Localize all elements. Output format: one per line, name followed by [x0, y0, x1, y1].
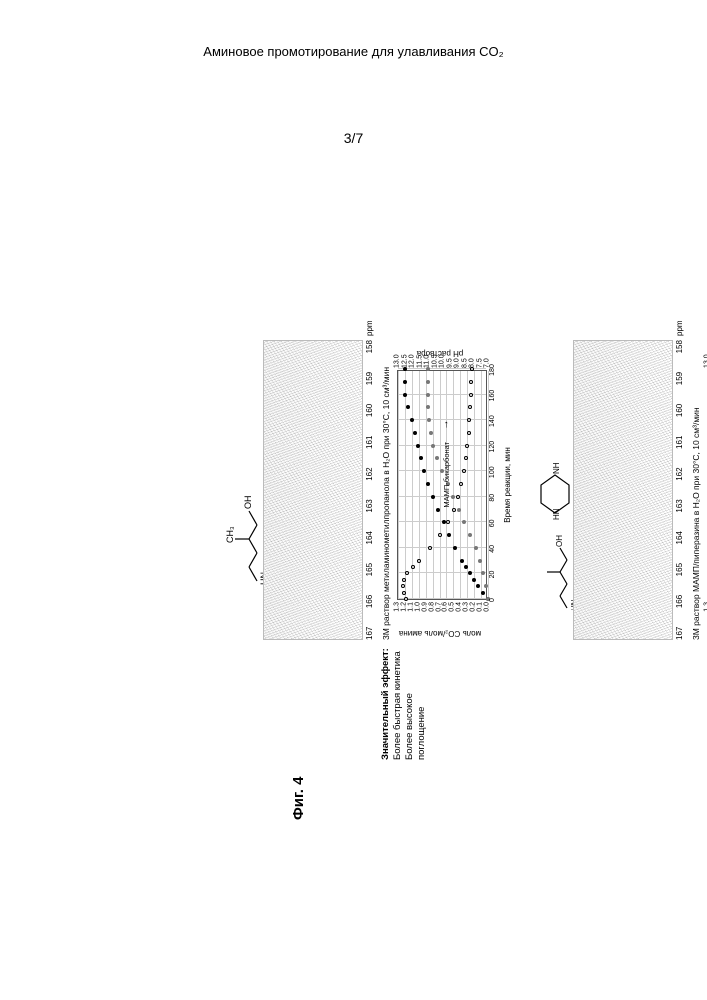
svg-text:HN: HN	[552, 508, 561, 520]
tick: 162	[675, 467, 684, 480]
tick: 160	[675, 404, 684, 417]
note-line1: Значительный эффект:	[380, 648, 391, 760]
note-line4: поглощение	[416, 707, 427, 760]
spectrum-left-title: 3М раствор метиламинометилпропанола в H₂…	[381, 330, 391, 640]
chart-right-ylabel-left: моль CO₂/моль амина	[700, 629, 707, 638]
note-line3: Более высокое	[404, 693, 415, 760]
spectrum-right-ppm-unit: ppm	[675, 320, 684, 336]
tick: 164	[365, 531, 374, 544]
tick: 163	[365, 499, 374, 512]
nmr-spectrum-left	[263, 340, 363, 640]
spectrum-left-ppm-unit: ppm	[365, 320, 374, 336]
tick: 167	[675, 627, 684, 640]
figure-label: Фиг. 4	[290, 777, 307, 820]
tick: 159	[675, 372, 684, 385]
panel-left: HN CH₃ OH 167166165164163162161160159158…	[95, 190, 375, 810]
spectrum-right-title: 3М раствор МАМП/пиперазина в H₂O при 30°…	[691, 330, 701, 640]
tick: 163	[675, 499, 684, 512]
tick: 13.0	[704, 354, 707, 368]
panel-right-rotated: HN OH HN NH 1671661651641631621611601591…	[545, 20, 707, 640]
tick: 164	[675, 531, 684, 544]
tick: 160	[365, 404, 374, 417]
tick: 165	[365, 563, 374, 576]
nmr-spectrum-right	[573, 340, 673, 640]
tick: 161	[675, 436, 684, 449]
tick: 161	[365, 436, 374, 449]
svg-text:OH: OH	[555, 535, 564, 547]
tick: 158	[365, 340, 374, 353]
panel-right: HN OH HN NH 1671661651641631621611601591…	[405, 190, 685, 810]
tick: 166	[365, 595, 374, 608]
tick: 167	[365, 627, 374, 640]
tick: 158	[675, 340, 684, 353]
tick: 1.3	[394, 602, 401, 612]
spectrum-left-xticks: 167 166 165 164 163 162 161 160 159 158	[365, 340, 374, 640]
tick: 166	[675, 595, 684, 608]
tick: 162	[365, 467, 374, 480]
tick: 13.0	[394, 354, 401, 368]
note-line2: Более быстрая кинетика	[392, 651, 403, 760]
data-point	[401, 584, 405, 588]
spectrum-right-xticks: 167 166 165 164 163 162 161 160 159 158	[675, 340, 684, 640]
tick: 165	[675, 563, 684, 576]
svg-text:NH: NH	[552, 462, 561, 474]
significant-effect-note: Значительный эффект: Более быстрая кинет…	[380, 620, 428, 760]
tick: 1.3	[704, 602, 707, 612]
tick: 159	[365, 372, 374, 385]
svg-text:OH: OH	[243, 496, 253, 510]
svg-text:CH₃: CH₃	[225, 526, 235, 543]
